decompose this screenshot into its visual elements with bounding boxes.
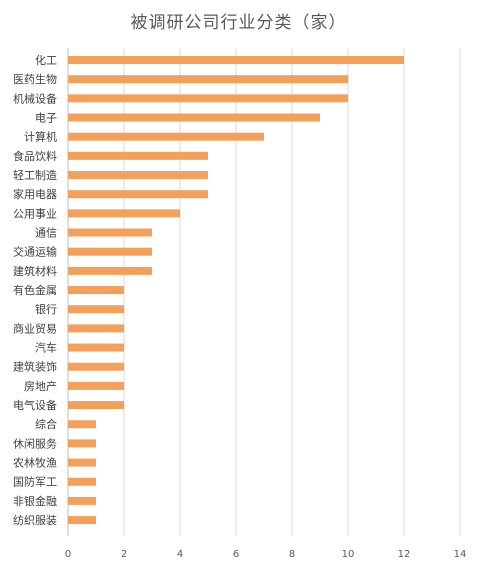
- category-label: 通信: [35, 227, 57, 240]
- bar: [68, 247, 152, 256]
- bar: [68, 151, 208, 160]
- category-label: 机械设备: [13, 91, 57, 105]
- category-label: 计算机: [24, 130, 57, 144]
- bar: [68, 209, 180, 218]
- category-label: 家用电器: [13, 187, 57, 201]
- category-label: 交通运输: [13, 245, 57, 259]
- bar: [68, 381, 124, 390]
- category-label: 医药生物: [13, 72, 57, 86]
- category-label: 农林牧渔: [13, 456, 57, 470]
- x-tick-label: 10: [342, 549, 355, 560]
- x-tick-label: 8: [289, 549, 295, 560]
- category-label: 汽车: [35, 341, 57, 355]
- category-label: 综合: [35, 417, 57, 431]
- category-label: 纺织服装: [13, 513, 57, 527]
- category-label: 电气设备: [13, 398, 57, 412]
- category-label: 休闲服务: [13, 436, 57, 450]
- bar: [68, 75, 348, 84]
- category-label: 建筑装饰: [13, 360, 57, 374]
- bar: [68, 266, 152, 275]
- x-tick-label: 14: [454, 549, 467, 560]
- bar: [68, 228, 152, 237]
- category-label: 轻工制造: [13, 168, 57, 182]
- x-tick-label: 2: [121, 549, 127, 560]
- bar: [68, 113, 320, 122]
- bar: [68, 132, 264, 141]
- bar: [68, 420, 96, 429]
- x-tick-label: 6: [233, 549, 239, 560]
- bar: [68, 305, 124, 314]
- category-label: 电子: [35, 112, 57, 125]
- category-label: 食品饮料: [13, 149, 57, 163]
- category-label: 房地产: [24, 379, 57, 393]
- bar: [68, 56, 404, 64]
- bar: [68, 362, 124, 371]
- bars: [68, 56, 404, 525]
- x-tick-label: 0: [65, 549, 71, 560]
- category-label: 公用事业: [13, 207, 57, 220]
- bar: [68, 477, 96, 486]
- bar: [68, 94, 348, 103]
- bar: [68, 401, 124, 410]
- x-tick-label: 4: [177, 549, 183, 560]
- category-label: 建筑材料: [13, 264, 57, 278]
- bar: [68, 343, 124, 352]
- category-labels: 化工医药生物机械设备电子计算机食品饮料轻工制造家用电器公用事业通信交通运输建筑材…: [13, 53, 57, 527]
- bar: [68, 171, 208, 180]
- x-tick-label: 12: [398, 549, 411, 560]
- category-label: 商业贸易: [13, 321, 57, 335]
- category-label: 非银金融: [13, 494, 57, 508]
- category-label: 有色金属: [13, 283, 57, 297]
- category-label: 银行: [35, 302, 57, 316]
- bar: [68, 324, 124, 333]
- bar: [68, 458, 96, 467]
- chart-title: 被调研公司行业分类（家）: [130, 13, 347, 33]
- bar: [68, 439, 96, 448]
- category-label: 化工: [35, 53, 57, 67]
- category-label: 国防军工: [13, 475, 57, 489]
- bar: [68, 496, 96, 505]
- x-tick-labels: 0 2 4 6 8 10 12 14: [65, 549, 467, 560]
- bar: [68, 286, 124, 295]
- bar: [68, 190, 208, 199]
- bar: [68, 516, 96, 525]
